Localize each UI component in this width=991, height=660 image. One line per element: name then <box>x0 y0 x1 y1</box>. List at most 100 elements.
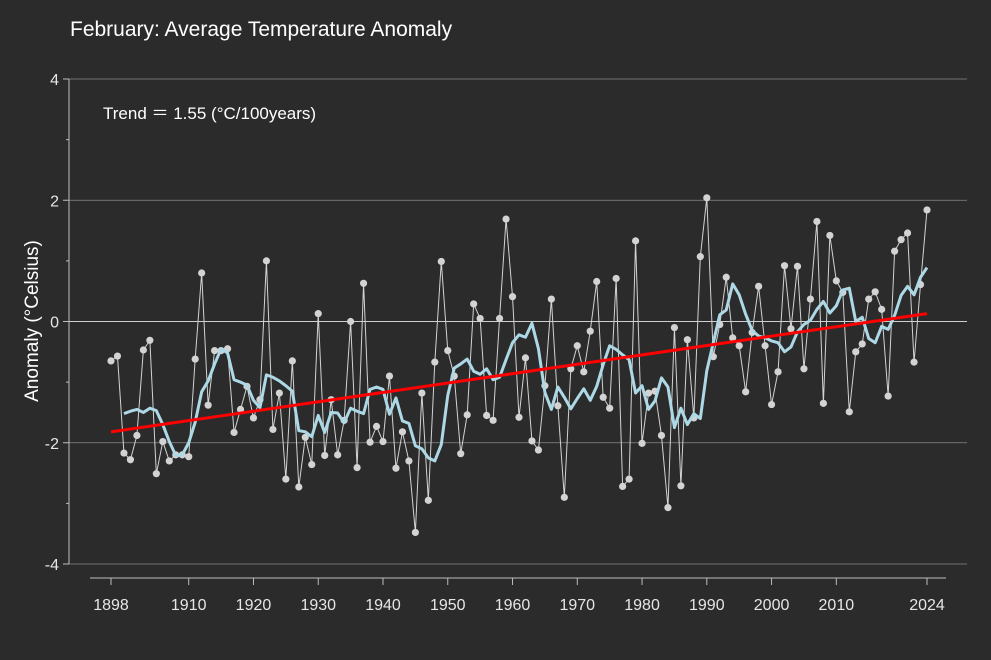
annual-point <box>437 257 445 266</box>
annual-point <box>560 493 568 501</box>
annual-point <box>398 428 407 436</box>
annual-point <box>424 496 432 504</box>
axes: -4 -2 0 2 4 1898 1910 1920 1930 1940 1950 1960 1970 1… <box>45 72 946 614</box>
annual-point <box>599 393 607 401</box>
trend-line <box>110 312 928 434</box>
annual-point <box>729 334 737 342</box>
annual-point <box>554 402 562 410</box>
annual-point <box>644 389 653 397</box>
x-tick-label: 1950 <box>430 597 466 614</box>
trend-series <box>110 312 928 434</box>
annual-point <box>405 457 413 465</box>
y-tick-label: 0 <box>50 315 59 332</box>
annual-point <box>489 416 497 424</box>
y-tick-label: 4 <box>50 72 59 89</box>
annual-point <box>683 336 691 344</box>
annual-point <box>334 451 342 459</box>
annual-point <box>269 425 277 434</box>
annual-point <box>664 504 672 512</box>
y-axis-label: Anomaly (°Celsius) <box>22 240 43 402</box>
annual-point <box>806 295 815 303</box>
annual-point <box>321 451 329 460</box>
annual-point <box>470 300 478 308</box>
annual-point <box>800 365 808 373</box>
annual-point <box>359 279 368 287</box>
annual-point <box>865 295 873 303</box>
annual-point <box>314 310 322 318</box>
annual-point <box>347 317 355 326</box>
x-tick-label: 1940 <box>365 597 401 614</box>
annual-point <box>366 438 374 446</box>
annual-point <box>211 347 219 355</box>
annual-point <box>774 368 782 376</box>
x-tick-label: 2000 <box>754 597 790 614</box>
annual-point <box>657 431 666 440</box>
x-tick-label: 1980 <box>624 597 660 614</box>
annual-point <box>133 431 141 440</box>
annual-point <box>910 358 918 366</box>
annual-point <box>262 257 271 265</box>
annual-point <box>670 323 679 332</box>
annual-point <box>573 342 581 350</box>
annual-point <box>372 422 381 430</box>
x-tick-label: 2024 <box>909 597 945 614</box>
annual-point <box>295 483 303 491</box>
y-tick-label: -2 <box>45 436 59 453</box>
y-tick-label: -4 <box>45 557 59 574</box>
annual-point <box>845 408 853 416</box>
annual-point <box>502 215 510 223</box>
annual-point <box>580 368 588 376</box>
annual-point <box>113 352 122 360</box>
x-tick-label: 1920 <box>236 597 272 614</box>
annual-point <box>761 342 769 350</box>
annual-point <box>418 389 426 397</box>
annual-point <box>249 414 258 422</box>
annual-point <box>204 401 212 409</box>
annual-point <box>146 336 154 344</box>
annual-point <box>515 413 523 421</box>
annual-point <box>152 470 160 478</box>
annual-point <box>755 282 763 290</box>
annual-point <box>638 439 646 447</box>
annual-point <box>742 388 750 396</box>
annual-point <box>230 428 238 437</box>
moving-average-series <box>123 266 929 463</box>
annual-point <box>923 206 931 214</box>
x-tick-label: 1910 <box>171 597 207 614</box>
annual-point <box>547 295 555 303</box>
annual-point <box>165 457 173 465</box>
annual-point <box>612 274 620 283</box>
trend-annotation: Trend ＝ 1.55 (°C/100years) <box>103 104 317 123</box>
annual-point <box>852 348 860 356</box>
annual-point <box>198 269 206 277</box>
y-tick-label: 2 <box>50 193 59 210</box>
x-tick-label: 1990 <box>689 597 725 614</box>
annual-point <box>411 528 419 537</box>
annual-point <box>139 346 147 354</box>
annual-point <box>819 399 827 407</box>
x-tick-label: 1898 <box>93 597 129 614</box>
annual-point <box>677 482 685 490</box>
annual-point <box>586 327 594 335</box>
annual-point <box>891 247 899 255</box>
annual-point <box>903 229 912 237</box>
annual-point <box>703 194 711 202</box>
annual-point <box>392 464 400 472</box>
annual-point <box>379 437 387 446</box>
annual-point <box>275 389 283 397</box>
annual-point <box>534 446 543 454</box>
annual-point <box>897 236 905 244</box>
annual-point <box>288 357 296 365</box>
annual-point <box>793 262 802 270</box>
annual-point <box>191 355 199 363</box>
annual-point <box>722 273 730 281</box>
annual-point <box>508 293 517 301</box>
annual-point <box>813 217 821 226</box>
annual-point <box>107 357 115 365</box>
annual-point <box>308 460 316 469</box>
annual-point <box>858 340 866 348</box>
annual-point <box>476 314 484 323</box>
annual-point <box>826 231 834 240</box>
annual-point <box>385 372 394 380</box>
annual-point <box>878 305 886 313</box>
